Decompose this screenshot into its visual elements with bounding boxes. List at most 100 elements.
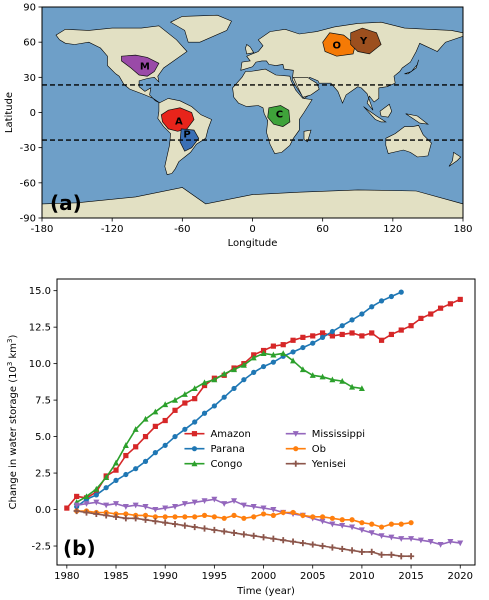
data-point-amazon bbox=[457, 296, 463, 303]
data-point-parana bbox=[201, 410, 208, 416]
data-point-mississippi bbox=[221, 501, 228, 507]
data-point-amazon bbox=[182, 400, 188, 406]
data-point-amazon bbox=[369, 330, 375, 336]
data-point-parana bbox=[378, 298, 385, 304]
data-point-ob bbox=[270, 512, 276, 518]
data-point-parana bbox=[192, 419, 198, 425]
continent-indonesia-1 bbox=[363, 106, 387, 123]
data-point-yenisei bbox=[142, 516, 149, 523]
chart-y-tick-label: 10.0 bbox=[29, 359, 51, 370]
continent-arabia bbox=[292, 77, 320, 98]
data-point-mississippi bbox=[319, 518, 326, 525]
map-x-tick-label: -120 bbox=[101, 224, 124, 235]
map-y-tick-label: 0 bbox=[30, 108, 36, 119]
data-point-congo bbox=[211, 376, 218, 383]
data-point-congo bbox=[299, 366, 306, 373]
data-point-parana bbox=[251, 369, 257, 375]
data-point-congo bbox=[349, 383, 356, 390]
chart-y-ticks: -2.5 0.0 2.5 5.0 7.5 10.0 12.5 15.0 bbox=[29, 286, 57, 553]
continent-madagascar bbox=[303, 129, 312, 143]
data-point-mississippi bbox=[417, 537, 424, 544]
data-point-congo bbox=[221, 370, 228, 377]
legend-label-mississippi: Mississippi bbox=[312, 429, 365, 440]
data-point-mississippi bbox=[368, 530, 375, 537]
data-point-parana bbox=[359, 311, 365, 317]
data-point-ob bbox=[251, 514, 257, 520]
data-point-yenisei bbox=[388, 551, 395, 558]
chart-y-axis-label: Change in water storage (103 km3) bbox=[6, 335, 19, 510]
legend-label-parana: Parana bbox=[210, 444, 244, 455]
map-x-axis-label: Longitude bbox=[228, 238, 278, 249]
chart-y-tick-label: -2.5 bbox=[31, 542, 51, 553]
data-point-congo bbox=[152, 408, 159, 415]
data-point-parana bbox=[93, 492, 99, 498]
data-point-congo bbox=[309, 372, 316, 378]
data-point-ob bbox=[359, 520, 365, 526]
data-point-amazon bbox=[447, 301, 454, 307]
chart-x-tick-label: 1980 bbox=[54, 571, 79, 582]
chart-x-tick-label: 2005 bbox=[300, 571, 325, 582]
data-point-mississippi bbox=[83, 501, 90, 507]
map-x-tick-label: -180 bbox=[31, 224, 54, 235]
data-point-mississippi bbox=[113, 501, 120, 507]
data-point-yenisei bbox=[309, 541, 316, 548]
river-basins: M AP C O Y bbox=[121, 27, 382, 152]
data-point-yenisei bbox=[103, 512, 110, 519]
map-y-axis-label: Latitude bbox=[4, 92, 15, 133]
data-point-ob bbox=[142, 512, 149, 518]
basin-congo bbox=[267, 105, 291, 127]
data-point-mississippi bbox=[211, 496, 218, 503]
data-point-parana bbox=[369, 304, 375, 310]
ylabel-sup2: 3 bbox=[6, 339, 14, 343]
data-point-yenisei bbox=[132, 515, 139, 522]
chart-y-tick-label: 0.0 bbox=[35, 505, 51, 516]
chart-panel: 1980 1985 1990 1995 2000 2005 2010 2015 2020 -2.… bbox=[6, 278, 476, 597]
series-mississippi bbox=[73, 496, 464, 548]
data-point-mississippi bbox=[427, 539, 434, 545]
basin-amazon bbox=[160, 107, 195, 132]
basin-label-congo: C bbox=[276, 110, 283, 121]
continent-europe-asia bbox=[240, 21, 464, 111]
legend-label-ob: Ob bbox=[312, 444, 326, 455]
map-x-ticks: -180 -120 -60 0 60 120 180 bbox=[31, 218, 473, 235]
data-point-congo bbox=[250, 354, 257, 361]
data-point-yenisei bbox=[358, 548, 365, 555]
data-point-parana bbox=[329, 328, 335, 335]
data-point-parana bbox=[319, 334, 326, 340]
data-point-mississippi bbox=[132, 502, 139, 509]
data-point-ob bbox=[398, 521, 404, 527]
data-point-amazon bbox=[329, 333, 335, 339]
basin-label-mississippi: M bbox=[140, 62, 150, 73]
data-point-amazon bbox=[349, 330, 355, 336]
data-point-ob bbox=[310, 514, 316, 520]
data-point-congo bbox=[93, 485, 100, 492]
legend-marker-ob bbox=[293, 446, 299, 452]
map-y-tick-label: -90 bbox=[20, 214, 36, 225]
continent-greenland bbox=[169, 14, 232, 43]
ylabel-tail: km bbox=[8, 343, 19, 362]
data-point-mississippi bbox=[329, 521, 336, 528]
data-point-congo bbox=[142, 415, 149, 422]
chart-x-ticks: 1980 1985 1990 1995 2000 2005 2010 2015 2020 bbox=[54, 565, 473, 582]
data-point-amazon bbox=[133, 444, 139, 450]
data-point-ob bbox=[123, 511, 129, 517]
data-point-yenisei bbox=[240, 531, 247, 538]
data-point-mississippi bbox=[93, 499, 100, 506]
data-point-congo bbox=[290, 357, 297, 364]
data-point-mississippi bbox=[103, 502, 110, 509]
data-point-parana bbox=[270, 359, 276, 365]
data-point-parana bbox=[113, 477, 119, 483]
data-point-congo bbox=[260, 350, 267, 357]
data-point-ob bbox=[211, 514, 217, 520]
series-line-mississippi bbox=[76, 498, 461, 546]
data-point-ob bbox=[231, 512, 237, 518]
legend-marker-yenisei bbox=[292, 460, 299, 467]
data-point-mississippi bbox=[240, 502, 247, 509]
data-point-ob bbox=[388, 521, 394, 527]
continent-north-america bbox=[55, 25, 188, 104]
chart-y-tick-label: 12.5 bbox=[29, 323, 51, 334]
data-point-congo bbox=[113, 459, 120, 466]
data-point-mississippi bbox=[191, 499, 198, 506]
data-point-parana bbox=[300, 344, 306, 351]
map-x-tick-label: 180 bbox=[453, 224, 472, 235]
